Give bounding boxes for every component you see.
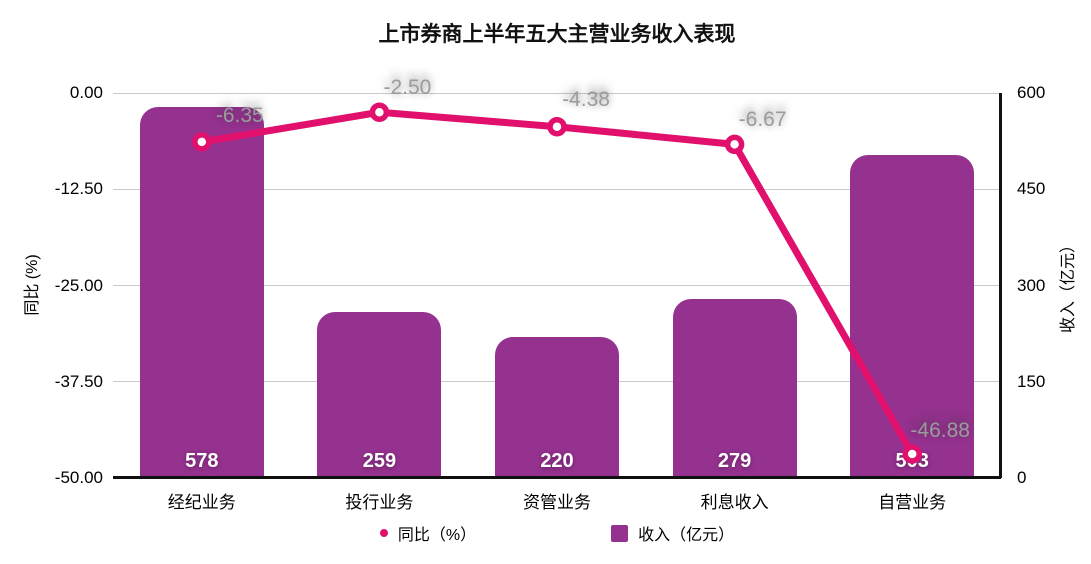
bar-value-label: 578 — [185, 450, 219, 472]
x-category-label-利息收入: 利息收入 — [700, 493, 769, 512]
legend-item-label: 收入（亿元） — [638, 527, 735, 544]
point-value-label: -2.50 — [383, 76, 432, 100]
line-series-ring-icon — [379, 529, 388, 537]
legend-item-bar-series: 收入（亿元） — [611, 521, 734, 545]
x-category-label-自营业务: 自营业务 — [878, 493, 947, 512]
y-axis-tick-label-left: -25.00 — [54, 275, 103, 295]
point-value-label: -46.88 — [910, 418, 970, 442]
bar-value-label: 259 — [362, 450, 397, 472]
grid-line — [113, 92, 1001, 94]
bar-value-label: 279 — [717, 450, 752, 472]
y-axis-tick-label-left: -50.00 — [54, 468, 103, 487]
legend-item-line-series: 同比（%） — [379, 521, 477, 545]
point-value-label: -6.67 — [738, 108, 787, 132]
line-point-marker — [192, 132, 212, 152]
bar-自营业务: 503 — [850, 155, 975, 478]
point-value-label: -4.38 — [562, 87, 610, 111]
y-axis-tick-label-right: 0 — [1017, 468, 1027, 487]
legend: 同比（%） 收入（亿元） — [113, 521, 1001, 545]
x-axis-line — [113, 476, 1001, 479]
right-axis-line — [999, 93, 1002, 478]
line-point-marker — [547, 116, 567, 137]
x-category-label-经纪业务: 经纪业务 — [167, 493, 236, 512]
y-axis-tick-label-left: -37.50 — [54, 371, 103, 391]
line-point-marker — [369, 102, 390, 122]
y-axis-tick-label-right: 150 — [1017, 371, 1046, 391]
line-point-marker — [724, 134, 745, 155]
bar-投行业务: 259 — [317, 311, 442, 478]
y-axis-tick-label-right: 450 — [1017, 179, 1046, 199]
chart-title: 上市券商上半年五大主营业务收入表现 — [378, 22, 736, 46]
bar-series-square-icon — [611, 524, 629, 542]
y-axis-tick-label-left: 0.00 — [69, 83, 103, 102]
legend-item-label: 同比（%） — [397, 527, 477, 544]
line-point-marker — [902, 444, 922, 464]
trend-line — [198, 108, 916, 458]
grid-line — [113, 188, 1001, 190]
grid-line — [113, 285, 1001, 286]
bar-经纪业务: 578 — [139, 107, 264, 478]
point-value-label: -6.35 — [215, 103, 264, 127]
y-axis-tick-label-right: 300 — [1017, 275, 1046, 295]
bar-资管业务: 220 — [495, 336, 619, 478]
bar-value-label: 220 — [540, 450, 574, 472]
plot-area: 578 259 220 279 503 -6.35 -2.50 -4.38 -6.67 -46.8… — [113, 76, 1002, 479]
x-category-label-投行业务: 投行业务 — [345, 493, 414, 512]
y-axis-tick-label-left: -12.50 — [54, 179, 103, 199]
right-axis-title: 收入（亿元） — [1060, 236, 1077, 334]
y-axis-tick-label-right: 600 — [1017, 83, 1046, 102]
bar-利息收入: 279 — [672, 298, 797, 478]
trend-line-layer — [192, 102, 922, 464]
x-category-label-资管业务: 资管业务 — [523, 493, 591, 512]
